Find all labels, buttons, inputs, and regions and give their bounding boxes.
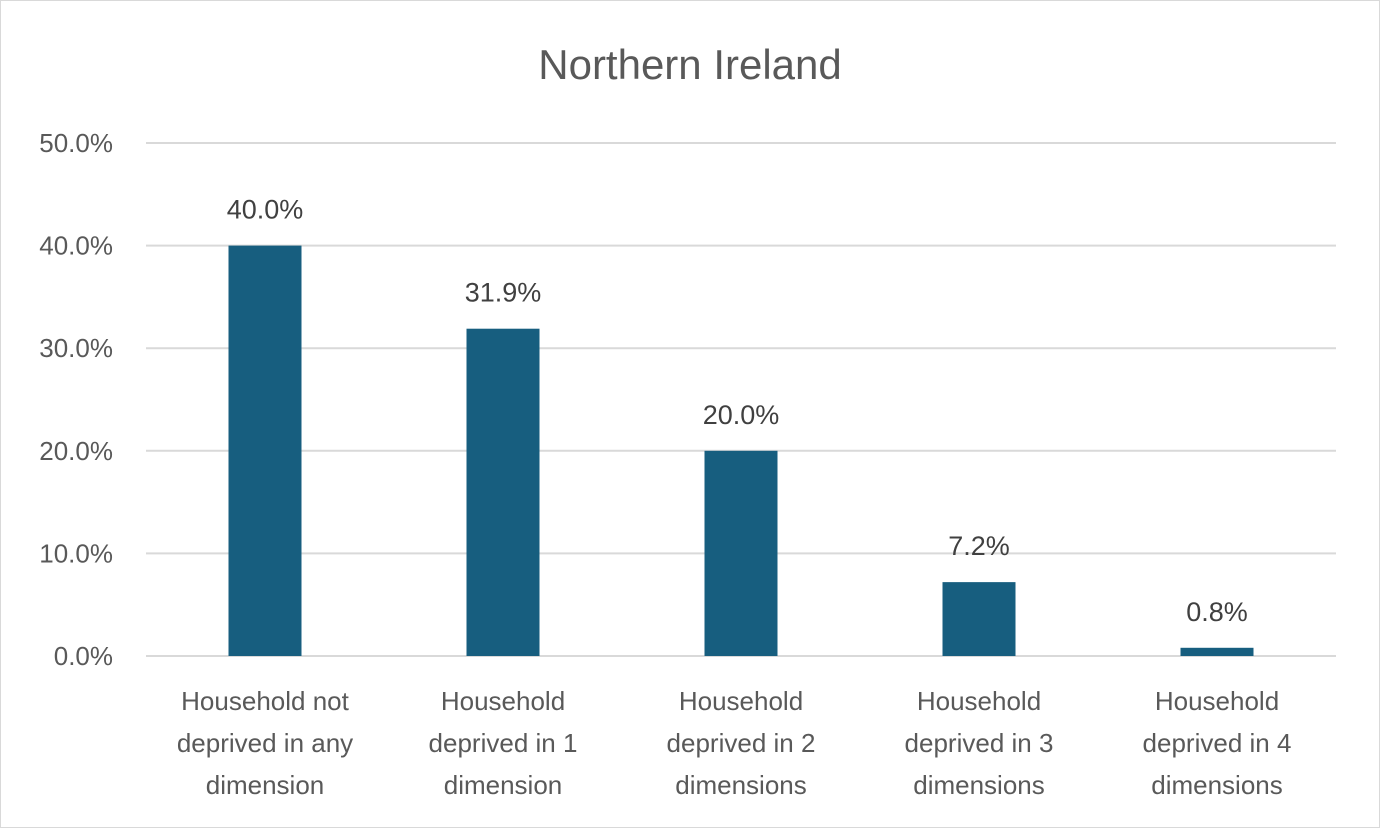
y-axis-ticks: 0.0% 10.0% 20.0% 30.0% 40.0% 50.0% <box>39 128 113 671</box>
x-axis-categories: Household not deprived in any dimension Hou… <box>177 686 1292 800</box>
y-tick-label: 50.0% <box>39 128 113 158</box>
data-label: 40.0% <box>227 195 304 225</box>
x-category-label: Household <box>679 686 803 716</box>
x-category-label: deprived in 4 <box>1143 728 1292 758</box>
y-tick-label: 40.0% <box>39 231 113 261</box>
x-category-label: dimension <box>206 770 325 800</box>
bar <box>942 582 1016 656</box>
bar <box>704 450 778 656</box>
data-label: 7.2% <box>948 531 1010 561</box>
x-category-label: Household not <box>181 686 349 716</box>
x-category-label: deprived in 2 <box>667 728 816 758</box>
x-category-label: deprived in any <box>177 728 353 758</box>
y-tick-label: 20.0% <box>39 436 113 466</box>
y-tick-label: 30.0% <box>39 333 113 363</box>
x-category-label: dimensions <box>1151 770 1283 800</box>
data-label: 20.0% <box>703 400 780 430</box>
x-category-label: dimension <box>444 770 563 800</box>
data-label: 31.9% <box>465 278 542 308</box>
x-category-label: deprived in 3 <box>905 728 1054 758</box>
chart-title: Northern Ireland <box>538 41 842 88</box>
x-category-label: Household <box>1155 686 1279 716</box>
bars <box>228 245 1254 656</box>
x-category-label: Household <box>441 686 565 716</box>
x-category-label: deprived in 1 <box>429 728 578 758</box>
y-tick-label: 10.0% <box>39 538 113 568</box>
bar <box>1180 647 1254 656</box>
x-category-label: dimensions <box>913 770 1045 800</box>
bar <box>228 245 302 656</box>
data-label: 0.8% <box>1186 597 1248 627</box>
x-category-label: Household <box>917 686 1041 716</box>
data-labels: 40.0% 31.9% 20.0% 7.2% 0.8% <box>227 195 1248 627</box>
bar <box>466 328 540 656</box>
x-category-label: dimensions <box>675 770 807 800</box>
y-tick-label: 0.0% <box>54 641 113 671</box>
